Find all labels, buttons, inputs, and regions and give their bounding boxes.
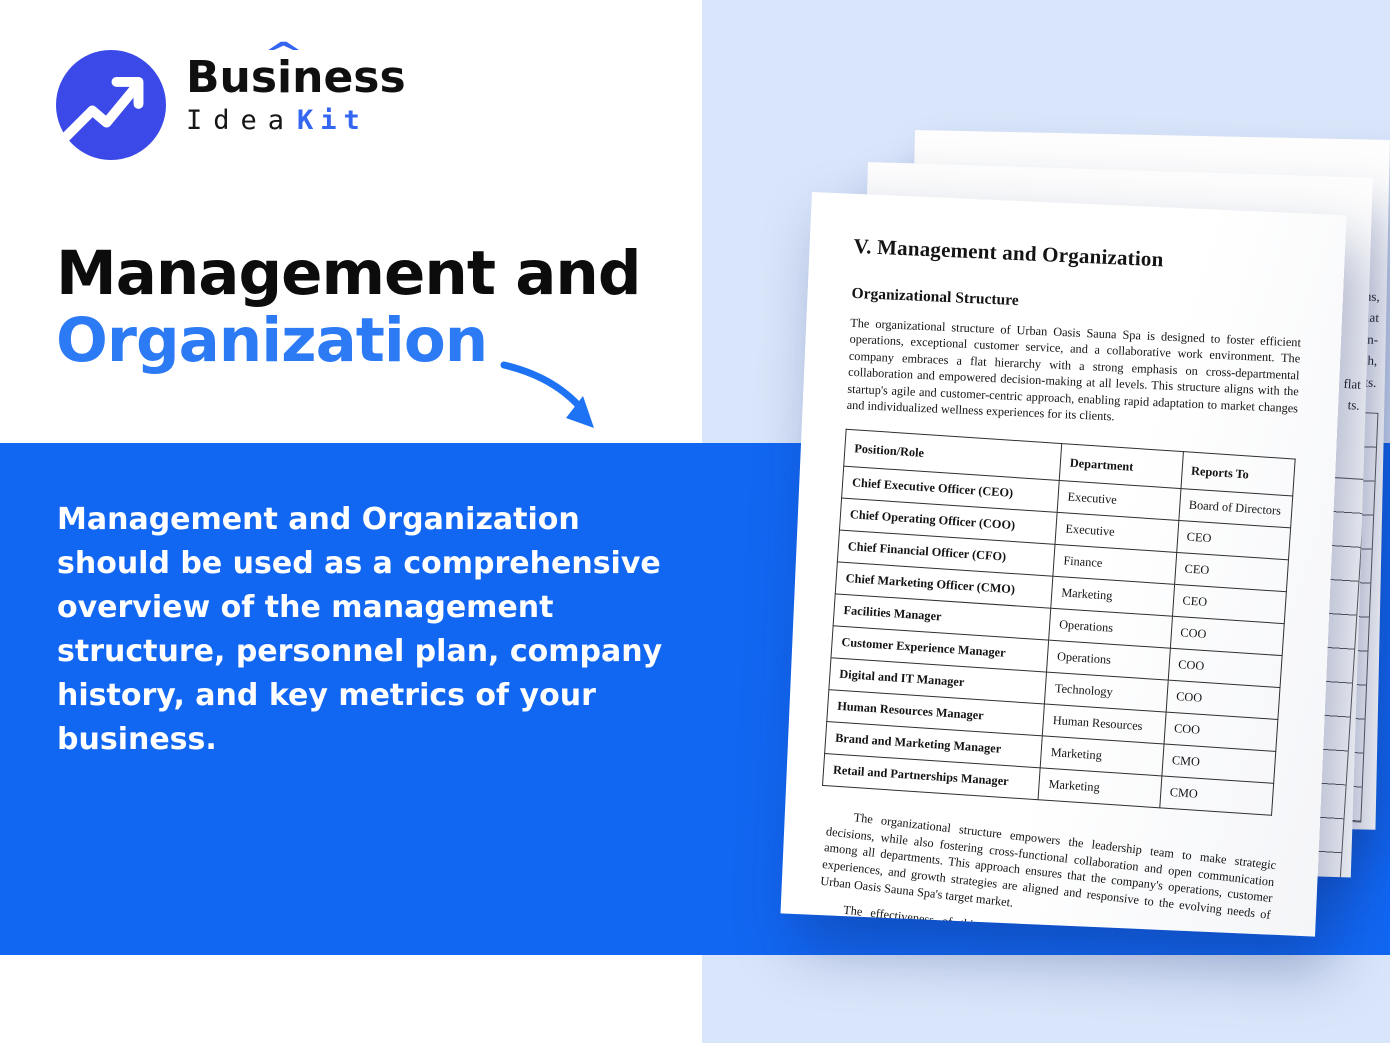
page-title: Management and Organization bbox=[56, 238, 642, 377]
document-content: V. Management and Organization Organizat… bbox=[781, 192, 1347, 937]
brand-caret-accent: ^ bbox=[263, 37, 304, 72]
closing-paragraphs: The organizational structure empowers th… bbox=[813, 806, 1277, 937]
brand-logo: Business ^ Idea Kit bbox=[56, 37, 406, 160]
curved-arrow-icon bbox=[500, 361, 594, 428]
paper-sheet-front: V. Management and Organization Organizat… bbox=[780, 192, 1347, 937]
document-intro-paragraph: The organizational structure of Urban Oa… bbox=[846, 315, 1302, 424]
brand-subtitle-idea: Idea bbox=[186, 105, 296, 136]
table-cell: CMO bbox=[1159, 775, 1274, 816]
text-fragment: flat bbox=[1342, 375, 1361, 392]
brand-wordmark: Business ^ Idea Kit bbox=[186, 37, 406, 136]
page-title-line2: Organization bbox=[56, 305, 488, 377]
org-structure-table: Position/Role Department Reports To Chief E… bbox=[822, 429, 1296, 816]
page-title-line1: Management and bbox=[56, 238, 642, 309]
middle-sheet-text-fragments: flat ts. bbox=[1341, 373, 1361, 417]
document-title: V. Management and Organization bbox=[853, 233, 1165, 272]
trend-arrow-logo-icon bbox=[56, 50, 166, 160]
text-fragment: ts. bbox=[1346, 397, 1360, 414]
description-text: Management and Organization should be us… bbox=[57, 502, 663, 758]
brand-subtitle-kit: Kit bbox=[297, 105, 367, 136]
brand-subtitle: Idea Kit bbox=[186, 105, 406, 136]
table-wrapper: Position/Role Department Reports To Chief E… bbox=[822, 429, 1296, 816]
brand-name: Business bbox=[186, 52, 406, 103]
